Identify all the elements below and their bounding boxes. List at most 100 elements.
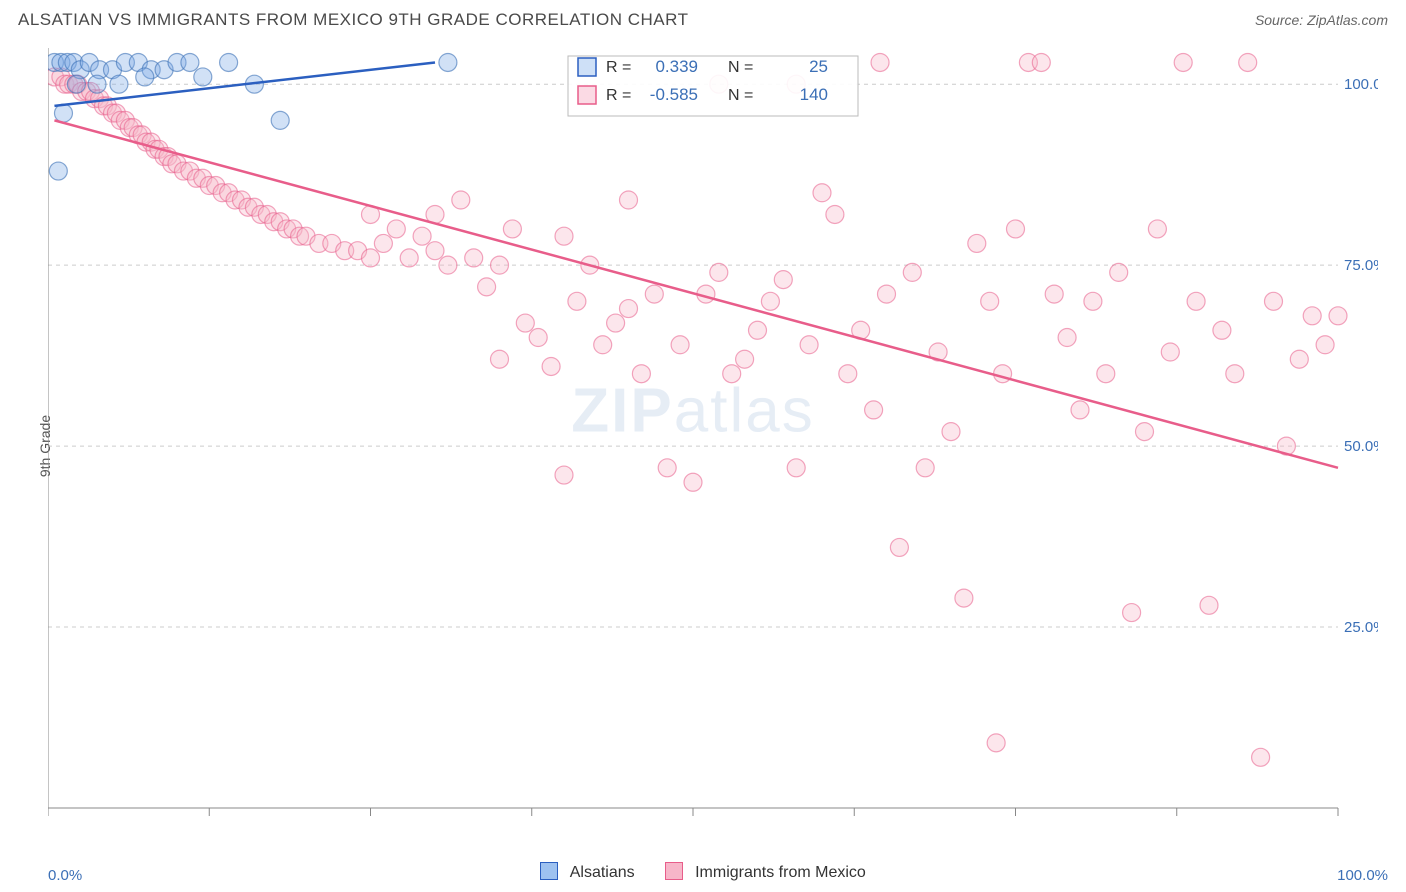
scatter-point xyxy=(658,459,676,477)
svg-text:140: 140 xyxy=(800,85,828,104)
scatter-point xyxy=(1110,263,1128,281)
scatter-point xyxy=(620,300,638,318)
svg-text:0.339: 0.339 xyxy=(655,57,698,76)
scatter-point xyxy=(1316,336,1334,354)
scatter-point xyxy=(529,329,547,347)
scatter-point xyxy=(749,321,767,339)
scatter-point xyxy=(1032,53,1050,71)
scatter-point xyxy=(413,227,431,245)
scatter-point xyxy=(1097,365,1115,383)
scatter-point xyxy=(968,234,986,252)
scatter-point xyxy=(220,53,238,71)
svg-text:N =: N = xyxy=(728,87,753,104)
svg-text:-0.585: -0.585 xyxy=(650,85,698,104)
scatter-point xyxy=(465,249,483,267)
scatter-point xyxy=(1252,748,1270,766)
legend-label: Immigrants from Mexico xyxy=(695,864,866,881)
scatter-point xyxy=(374,234,392,252)
chart-title: ALSATIAN VS IMMIGRANTS FROM MEXICO 9TH G… xyxy=(18,10,688,30)
scatter-point xyxy=(607,314,625,332)
scatter-point xyxy=(452,191,470,209)
scatter-point xyxy=(826,205,844,223)
scatter-point xyxy=(787,459,805,477)
scatter-point xyxy=(736,350,754,368)
scatter-point xyxy=(136,68,154,86)
svg-text:100.0%: 100.0% xyxy=(1344,76,1378,93)
scatter-point xyxy=(110,75,128,93)
scatter-point xyxy=(987,734,1005,752)
scatter-point xyxy=(710,263,728,281)
scatter-point xyxy=(916,459,934,477)
scatter-point xyxy=(1136,423,1154,441)
scatter-point xyxy=(890,538,908,556)
scatter-point xyxy=(800,336,818,354)
scatter-point xyxy=(1187,292,1205,310)
scatter-point xyxy=(1174,53,1192,71)
scatter-point xyxy=(1239,53,1257,71)
scatter-point xyxy=(774,271,792,289)
scatter-point xyxy=(871,53,889,71)
legend-swatch-blue xyxy=(540,862,558,880)
scatter-point xyxy=(1213,321,1231,339)
scatter-point xyxy=(439,53,457,71)
scatter-point xyxy=(568,292,586,310)
scatter-point xyxy=(903,263,921,281)
svg-text:25.0%: 25.0% xyxy=(1344,619,1378,636)
scatter-point xyxy=(1329,307,1347,325)
svg-text:25: 25 xyxy=(809,57,828,76)
scatter-point xyxy=(1226,365,1244,383)
scatter-point xyxy=(620,191,638,209)
scatter-point xyxy=(555,227,573,245)
legend-label: Alsatians xyxy=(570,864,635,881)
scatter-point xyxy=(632,365,650,383)
scatter-point xyxy=(478,278,496,296)
scatter-point xyxy=(491,256,509,274)
chart-source: Source: ZipAtlas.com xyxy=(1255,12,1388,28)
scatter-point xyxy=(671,336,689,354)
legend-swatch-pink xyxy=(665,862,683,880)
scatter-point xyxy=(49,162,67,180)
scatter-point xyxy=(955,589,973,607)
scatter-point xyxy=(542,357,560,375)
scatter-point xyxy=(181,53,199,71)
svg-text:R =: R = xyxy=(606,59,631,76)
scatter-point xyxy=(439,256,457,274)
svg-text:ZIPatlas: ZIPatlas xyxy=(571,377,814,446)
scatter-point xyxy=(981,292,999,310)
scatter-point xyxy=(491,350,509,368)
scatter-point xyxy=(865,401,883,419)
scatter-point xyxy=(426,242,444,260)
scatter-point xyxy=(761,292,779,310)
svg-text:N =: N = xyxy=(728,59,753,76)
scatter-point xyxy=(942,423,960,441)
legend-item-alsatians: Alsatians xyxy=(540,862,634,882)
scatter-point xyxy=(400,249,418,267)
scatter-point xyxy=(1290,350,1308,368)
scatter-point xyxy=(1200,596,1218,614)
scatter-point xyxy=(1058,329,1076,347)
scatter-point xyxy=(594,336,612,354)
chart-header: ALSATIAN VS IMMIGRANTS FROM MEXICO 9TH G… xyxy=(0,0,1406,36)
scatter-point xyxy=(1161,343,1179,361)
scatter-point xyxy=(503,220,521,238)
scatter-point xyxy=(362,249,380,267)
scatter-point xyxy=(723,365,741,383)
scatter-point xyxy=(645,285,663,303)
legend-item-immigrants: Immigrants from Mexico xyxy=(665,862,866,882)
scatter-point xyxy=(67,75,85,93)
scatter-point xyxy=(1007,220,1025,238)
scatter-point xyxy=(1071,401,1089,419)
scatter-point xyxy=(194,68,212,86)
scatter-point xyxy=(878,285,896,303)
scatter-point xyxy=(1123,604,1141,622)
svg-text:R =: R = xyxy=(606,87,631,104)
scatter-point xyxy=(516,314,534,332)
scatter-point xyxy=(684,473,702,491)
svg-text:50.0%: 50.0% xyxy=(1344,438,1378,455)
scatter-point xyxy=(88,75,106,93)
svg-text:75.0%: 75.0% xyxy=(1344,257,1378,274)
chart-area: 25.0% 50.0% 75.0% 100.0% ZIPatlas R = 0.339 N =… xyxy=(48,48,1396,844)
scatter-point xyxy=(1265,292,1283,310)
scatter-point xyxy=(1148,220,1166,238)
scatter-point xyxy=(813,184,831,202)
